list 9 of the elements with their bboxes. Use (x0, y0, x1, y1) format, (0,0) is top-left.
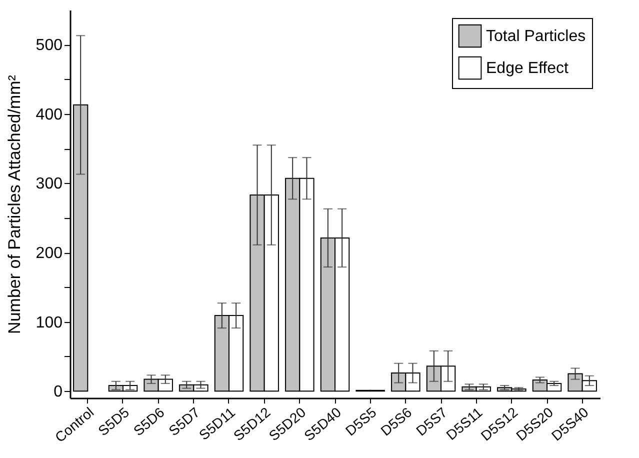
y-tick-label: 500 (36, 37, 63, 54)
y-axis-title: Number of Particles Attached/mm² (4, 74, 24, 334)
legend-label: Edge Effect (486, 60, 569, 77)
y-tick-label: 200 (36, 245, 63, 262)
y-tick-label: 300 (36, 176, 63, 193)
legend-label: Total Particles (486, 28, 586, 45)
y-tick-label: 400 (36, 106, 63, 124)
y-tick-label: 0 (54, 384, 63, 401)
y-tick-label: 100 (36, 314, 63, 332)
